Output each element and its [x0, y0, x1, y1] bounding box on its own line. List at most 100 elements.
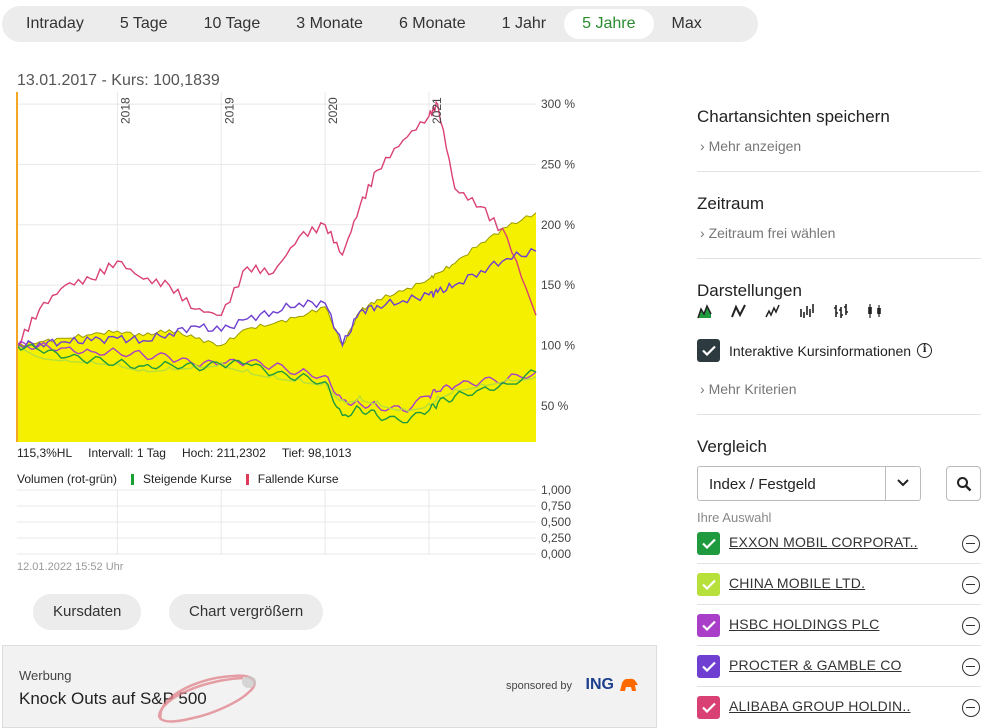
ihre-auswahl-label: Ihre Auswahl [697, 510, 772, 525]
area-chart-icon[interactable] [697, 303, 713, 319]
compare-checkbox[interactable] [697, 573, 720, 596]
divider [697, 686, 981, 687]
volume-tick-label: 0,000 [541, 547, 571, 560]
y-tick-label: 50 % [541, 399, 569, 413]
mountain-line-icon[interactable] [765, 303, 781, 319]
stat-intervall: Intervall: 1 Tag [88, 446, 166, 460]
remove-icon[interactable] [962, 658, 980, 676]
divider [697, 414, 981, 415]
remove-icon[interactable] [962, 617, 980, 635]
interaktive-checkbox[interactable] [697, 339, 720, 362]
divider [697, 563, 981, 564]
tab-1-jahr[interactable]: 1 Jahr [501, 15, 547, 32]
compare-name[interactable]: CHINA MOBILE LTD. [729, 575, 866, 591]
kursdaten-button[interactable]: Kursdaten [33, 594, 142, 630]
select-value: Index / Festgeld [709, 476, 816, 493]
compare-checkbox[interactable] [697, 532, 720, 555]
vergleich-title: Vergleich [697, 437, 767, 456]
checkmark-icon [701, 345, 716, 356]
compare-checkbox[interactable] [697, 696, 720, 719]
vergleich-select[interactable]: Index / Festgeld [697, 466, 921, 501]
divider [697, 258, 981, 259]
mehr-kriterien-link[interactable]: › Mehr Kriterien [700, 381, 796, 397]
tab-5-tage[interactable]: 5 Tage [119, 15, 168, 32]
volume-tick-label: 1,000 [541, 484, 571, 497]
y-tick-label: 250 % [541, 157, 575, 171]
ad-sponsor-label: sponsored by [505, 680, 572, 692]
bar-chart-icon[interactable] [799, 303, 815, 319]
tab-intraday[interactable]: Intraday [26, 15, 84, 32]
volume-legend: Volumen (rot-grün) Steigende Kurse Falle… [17, 472, 339, 486]
tab-5-jahre[interactable]: 5 Jahre [564, 9, 654, 39]
chart-enlarge-button[interactable]: Chart vergrößern [169, 594, 324, 630]
year-label: 2021 [430, 97, 444, 124]
search-button[interactable] [946, 466, 981, 501]
checkmark-icon [701, 702, 716, 713]
volume-label: Volumen (rot-grün) [17, 472, 118, 486]
chart-timestamp: 12.01.2022 15:52 Uhr [17, 561, 124, 573]
remove-icon[interactable] [962, 576, 980, 594]
remove-icon[interactable] [962, 699, 980, 717]
falling-label: Fallende Kurse [257, 472, 339, 486]
compare-row: CHINA MOBILE LTD. [697, 569, 981, 599]
compare-checkbox[interactable] [697, 655, 720, 678]
stat-hoch: Hoch: 211,2302 [181, 446, 266, 460]
rising-label: Steigende Kurse [143, 472, 232, 486]
compare-row: EXXON MOBIL CORPORAT.. [697, 528, 981, 558]
interaktive-kursinfo-row[interactable]: Interaktive Kursinformationen i [697, 339, 933, 362]
year-label: 2018 [118, 97, 132, 124]
ad-banner[interactable]: Werbung Knock Outs auf S&P 500 sponsored… [2, 645, 657, 728]
stat-tief: Tief: 98,1013 [281, 446, 352, 460]
y-tick-label: 100 % [541, 338, 575, 352]
price-chart[interactable]: 300 % 250 % 200 % 150 % 100 % 50 % 2018 2019 202… [0, 92, 600, 444]
series-line [16, 340, 537, 413]
info-icon[interactable]: i [917, 343, 933, 358]
ing-lion-icon [620, 678, 638, 691]
chevron-right-icon: › [700, 138, 705, 154]
ohlc-icon[interactable] [833, 303, 849, 319]
series-area [17, 212, 536, 442]
stat-hl: 115,3%HL [17, 446, 73, 460]
year-label: 2020 [326, 97, 340, 124]
tab-6-monate[interactable]: 6 Monate [398, 15, 466, 32]
compare-row: PROCTER & GAMBLE CO [697, 651, 981, 681]
falling-marker [245, 473, 249, 485]
volume-tick-label: 0,500 [541, 515, 571, 529]
tab-10-tage[interactable]: 10 Tage [203, 15, 261, 32]
chevron-down-icon[interactable] [897, 478, 909, 488]
series-line [16, 343, 537, 424]
ad-label: Werbung [19, 668, 72, 683]
divider [697, 645, 981, 646]
y-tick-label: 200 % [541, 218, 575, 232]
checkmark-icon [701, 661, 716, 672]
series-line [16, 212, 537, 347]
candlestick-icon[interactable] [867, 303, 883, 319]
remove-icon[interactable] [962, 535, 980, 553]
zeitraum-link[interactable]: › Zeitraum frei wählen [700, 225, 835, 241]
divider [697, 604, 981, 605]
chart-stats: 115,3%HL Intervall: 1 Tag Hoch: 211,2302… [17, 446, 351, 460]
rising-marker [131, 473, 135, 485]
chevron-right-icon: › [700, 225, 705, 241]
series-line [16, 247, 537, 349]
ad-title[interactable]: Knock Outs auf S&P 500 [19, 689, 207, 708]
volume-tick-label: 0,750 [541, 499, 571, 513]
mehr-anzeigen-link[interactable]: › Mehr anzeigen [700, 138, 801, 154]
tab-max[interactable]: Max [671, 15, 702, 32]
volume-tick-label: 0,250 [541, 531, 571, 545]
y-tick-label: 150 % [541, 278, 575, 292]
compare-name[interactable]: HSBC HOLDINGS PLC [729, 616, 880, 632]
compare-checkbox[interactable] [697, 614, 720, 637]
checkmark-icon [701, 620, 716, 631]
mehr-anzeigen-label: Mehr anzeigen [708, 138, 802, 154]
chartansichten-title: Chartansichten speichern [697, 107, 890, 126]
ing-logo: ING [585, 676, 614, 693]
compare-name[interactable]: ALIBABA GROUP HOLDIN.. [729, 698, 911, 714]
zeitraum-label: Zeitraum frei wählen [708, 225, 836, 241]
tab-3-monate[interactable]: 3 Monate [296, 15, 363, 32]
compare-name[interactable]: EXXON MOBIL CORPORAT.. [729, 534, 918, 550]
compare-name[interactable]: PROCTER & GAMBLE CO [729, 657, 902, 673]
year-label: 2019 [222, 97, 236, 124]
line-chart-icon[interactable] [731, 303, 747, 319]
select-divider [885, 467, 886, 500]
